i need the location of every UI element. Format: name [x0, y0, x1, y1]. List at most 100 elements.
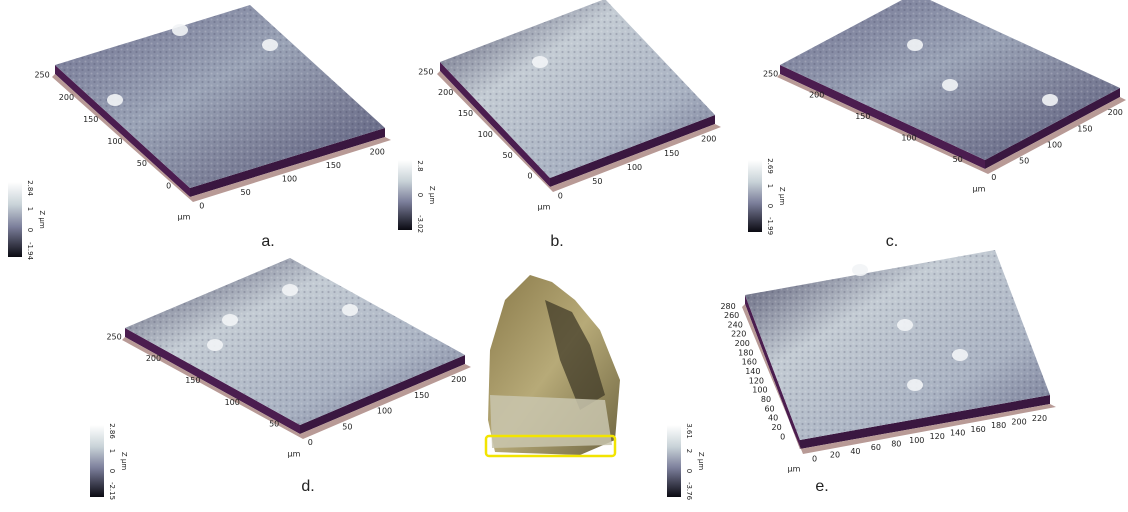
axis-unit: µm	[538, 203, 551, 212]
axis-unit: µm	[288, 450, 301, 459]
y-tick-label: 150	[83, 115, 98, 124]
x-tick-label: 0	[812, 454, 817, 463]
base-front	[550, 115, 715, 187]
y-tick-label: 280	[720, 302, 735, 311]
y-tick-label: 50	[137, 159, 147, 168]
x-tick-label: 0	[199, 202, 204, 211]
axis-unit: µm	[178, 213, 191, 222]
colorbar-label: 0	[26, 228, 34, 232]
colorbar	[8, 182, 22, 257]
surface-peak	[907, 39, 923, 51]
x-tick-label: 200	[451, 375, 466, 384]
x-tick-label: 100	[909, 436, 924, 445]
y-tick-label: 200	[438, 88, 453, 97]
x-tick-label: 180	[991, 421, 1006, 430]
colorbar-label: -3.76	[685, 482, 693, 501]
base-edge	[777, 74, 1126, 174]
base-left	[55, 65, 190, 197]
colorbar-unit: Z µm	[428, 186, 436, 204]
colorbar-label: -1.99	[766, 217, 774, 235]
y-tick-label: 250	[34, 71, 49, 80]
y-tick-label: 250	[763, 69, 778, 78]
colorbar-unit: Z µm	[38, 210, 46, 228]
colorbar-label: 2.84	[26, 180, 34, 196]
colorbar-label: 3.61	[685, 423, 693, 439]
y-tick-label: 60	[764, 404, 774, 413]
colorbar	[667, 425, 681, 497]
y-tick-label: 0	[780, 432, 785, 441]
x-tick-label: 100	[282, 175, 297, 184]
x-tick-label: 200	[370, 148, 385, 157]
colorbar-label: 0	[766, 204, 774, 208]
y-tick-label: 120	[749, 376, 764, 385]
y-tick-label: 0	[166, 181, 171, 190]
colorbar-label: -3.02	[416, 215, 424, 233]
y-tick-label: 250	[418, 67, 433, 76]
surface-peak	[907, 379, 923, 391]
surface-peak	[107, 94, 123, 106]
y-tick-label: 250	[106, 332, 121, 341]
surface-peak	[207, 339, 223, 351]
surface-texture	[440, 0, 715, 178]
x-tick-label: 100	[1047, 141, 1062, 150]
y-tick-label: 150	[855, 112, 870, 121]
y-tick-label: 200	[146, 354, 161, 363]
colorbar	[90, 425, 104, 497]
x-tick-label: 150	[664, 149, 679, 158]
surface-peak	[852, 264, 868, 276]
colorbar	[748, 160, 762, 232]
afm-panel: 50 100 150 200 250 0 50 100 150 200 µm 2.69 1 0 -1.99 Z…	[748, 0, 1126, 250]
x-tick-label: 150	[1077, 124, 1092, 133]
x-tick-label: 50	[592, 177, 602, 186]
y-tick-label: 200	[735, 339, 750, 348]
y-tick-label: 100	[752, 386, 767, 395]
colorbar-label: 2.8	[416, 160, 424, 171]
colorbar-label: 2.69	[766, 158, 774, 174]
x-tick-label: 150	[326, 161, 341, 170]
y-tick-label: 50	[503, 151, 513, 160]
surface-peak	[897, 319, 913, 331]
axis-unit: µm	[973, 185, 986, 194]
base-left	[745, 295, 800, 449]
y-tick-label: 200	[809, 91, 824, 100]
x-tick-label: 200	[1011, 417, 1026, 426]
surface-peak	[342, 304, 358, 316]
x-tick-label: 100	[377, 407, 392, 416]
x-tick-label: 80	[891, 440, 901, 449]
afm-panel: 0 50 100 150 200 250 0 50 100 150 200 µm 2.84 1 0 -1.94…	[8, 5, 391, 261]
y-tick-label: 100	[225, 398, 240, 407]
x-tick-label: 200	[701, 135, 716, 144]
surface-peak	[282, 284, 298, 296]
y-tick-label: 50	[269, 420, 279, 429]
afm-panel: 0 50 100 150 200 250 0 50 100 150 200 µm 2.8 0 -3.02 Z …	[398, 0, 721, 250]
y-tick-label: 160	[742, 358, 757, 367]
surface-peak	[172, 24, 188, 36]
x-tick-label: 120	[930, 432, 945, 441]
x-tick-label: 140	[950, 428, 965, 437]
y-tick-label: 140	[745, 367, 760, 376]
colorbar-label: -2.15	[108, 482, 116, 500]
x-tick-label: 60	[871, 443, 881, 452]
colorbar-label: 1	[26, 207, 34, 211]
base-front	[300, 355, 465, 434]
crystal-photo	[484, 275, 620, 458]
x-tick-label: 50	[342, 422, 352, 431]
colorbar-label: 0	[108, 469, 116, 473]
colorbar-label: 2	[685, 449, 693, 453]
surface-texture	[125, 258, 465, 425]
y-tick-label: 50	[953, 155, 963, 164]
base-front	[985, 88, 1120, 169]
surface-peak	[952, 349, 968, 361]
colorbar-label: 0	[685, 469, 693, 473]
colorbar-label: 0	[416, 193, 424, 197]
x-tick-label: 20	[830, 451, 840, 460]
y-tick-label: 100	[478, 130, 493, 139]
x-tick-label: 0	[991, 173, 996, 182]
panel-label: a.	[261, 233, 274, 250]
axis-unit: µm	[788, 465, 801, 474]
x-tick-label: 50	[241, 188, 251, 197]
colorbar-unit: Z µm	[697, 452, 705, 470]
surface-peak	[942, 79, 958, 91]
surface-peak	[1042, 94, 1058, 106]
